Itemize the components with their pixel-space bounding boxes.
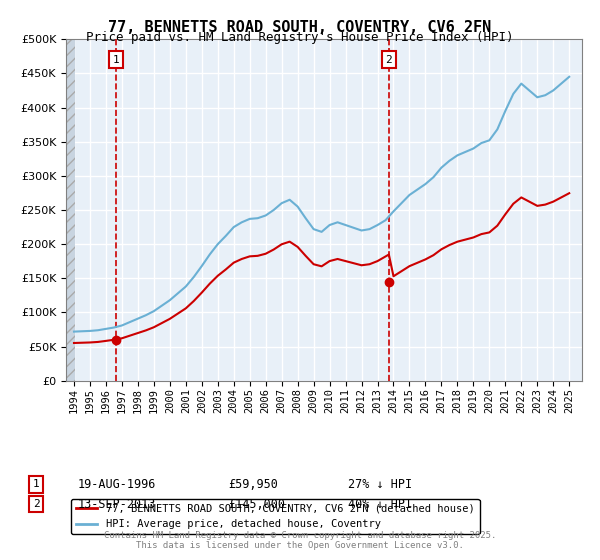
Text: Price paid vs. HM Land Registry's House Price Index (HPI): Price paid vs. HM Land Registry's House … — [86, 31, 514, 44]
Legend: 77, BENNETTS ROAD SOUTH, COVENTRY, CV6 2FN (detached house), HPI: Average price,: 77, BENNETTS ROAD SOUTH, COVENTRY, CV6 2… — [71, 499, 479, 534]
Text: 77, BENNETTS ROAD SOUTH, COVENTRY, CV6 2FN: 77, BENNETTS ROAD SOUTH, COVENTRY, CV6 2… — [109, 20, 491, 35]
Text: 2: 2 — [32, 499, 40, 509]
Text: 1: 1 — [32, 479, 40, 489]
Text: 27% ↓ HPI: 27% ↓ HPI — [348, 478, 412, 491]
Text: £59,950: £59,950 — [228, 478, 278, 491]
Bar — [66, 39, 75, 381]
Text: 2: 2 — [385, 55, 392, 65]
Text: 19-AUG-1996: 19-AUG-1996 — [78, 478, 157, 491]
Text: 1: 1 — [113, 55, 119, 65]
Text: 40% ↓ HPI: 40% ↓ HPI — [348, 497, 412, 511]
Text: 13-SEP-2013: 13-SEP-2013 — [78, 497, 157, 511]
Text: £145,000: £145,000 — [228, 497, 285, 511]
Text: Contains HM Land Registry data © Crown copyright and database right 2025.
This d: Contains HM Land Registry data © Crown c… — [104, 530, 496, 550]
